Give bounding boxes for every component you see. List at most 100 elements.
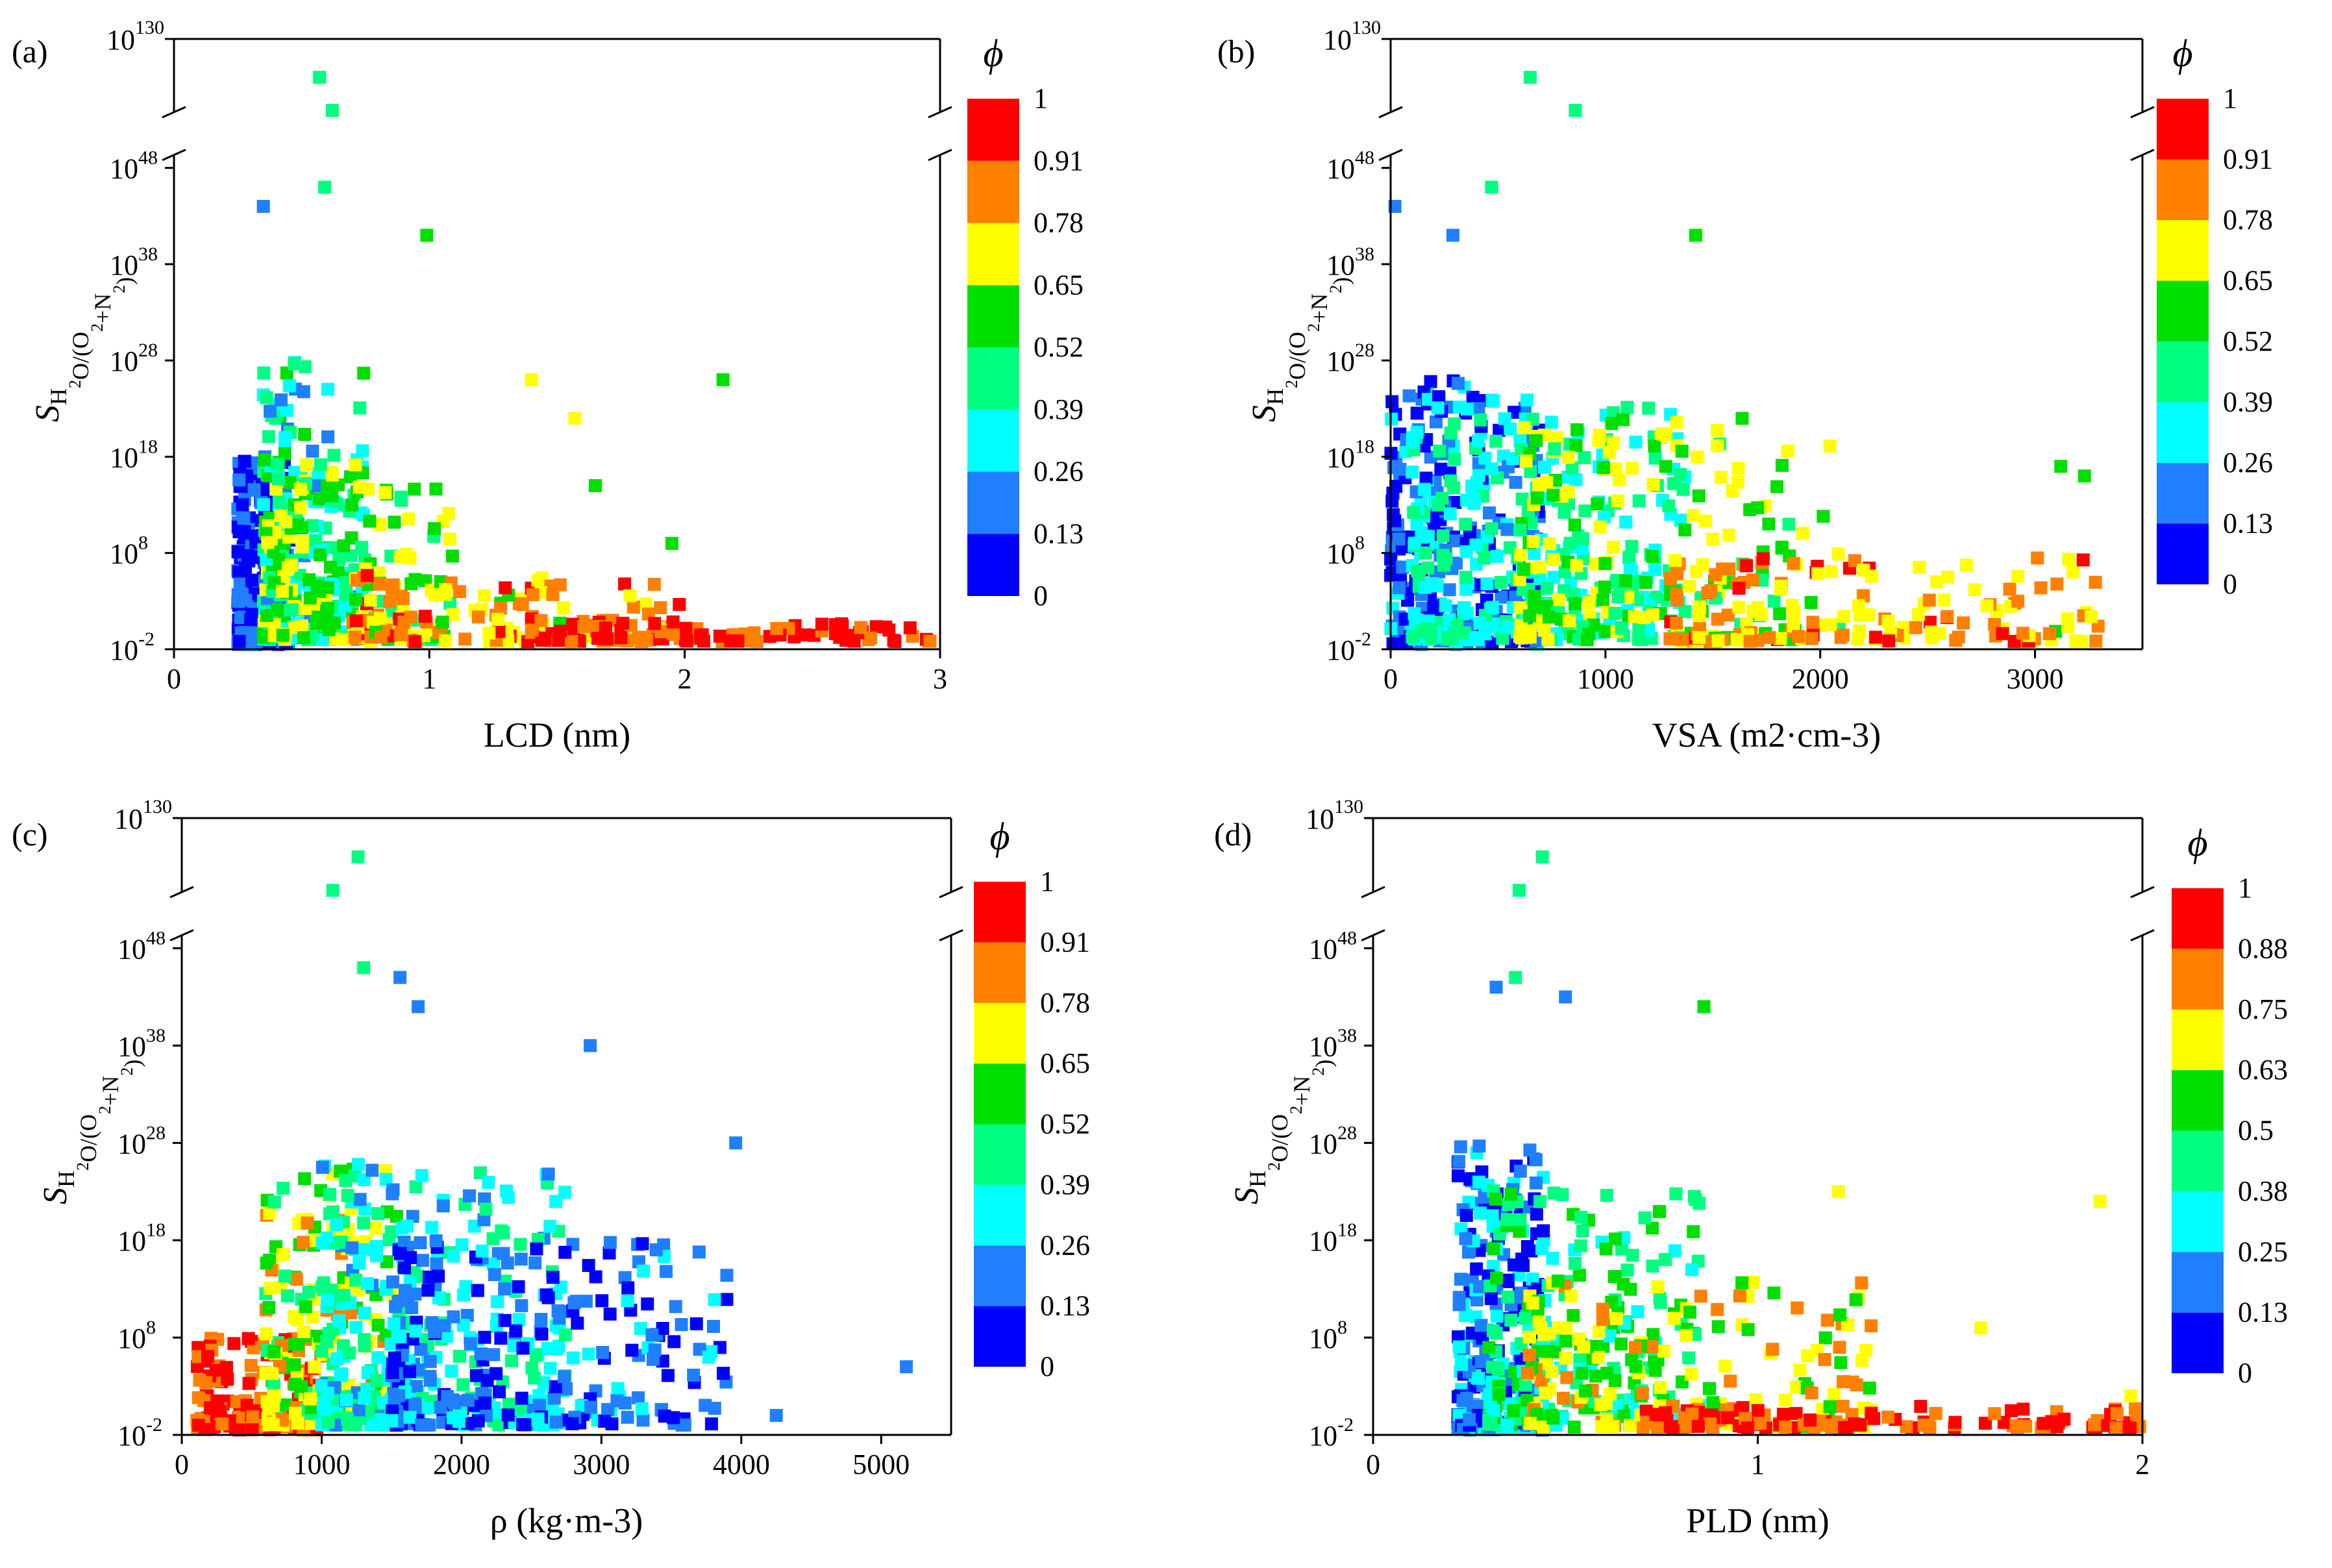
scatter-point (598, 1414, 612, 1428)
scatter-point (717, 1367, 730, 1380)
scatter-point (616, 616, 630, 630)
y-tick-label: 10 (1326, 249, 1355, 281)
y-label-part: H (53, 1171, 79, 1188)
scatter-point (298, 1172, 312, 1186)
scatter-point (1465, 479, 1479, 493)
scatter-point (1570, 559, 1583, 573)
scatter-point (456, 1378, 470, 1391)
scatter-point (1410, 406, 1424, 420)
scatter-point (339, 1174, 353, 1188)
scatter-point (1459, 1232, 1472, 1245)
scatter-point (1517, 1259, 1530, 1273)
scatter-point (1545, 1365, 1559, 1378)
scatter-point (1722, 529, 1736, 542)
scatter-point (1498, 412, 1511, 425)
scatter-point (1622, 551, 1636, 564)
y-label-part: +N (1289, 1076, 1315, 1106)
scatter-point (1551, 1275, 1565, 1288)
scatter-point (1492, 1388, 1506, 1401)
scatter-point (540, 1288, 553, 1302)
scatter-point (1674, 514, 1687, 527)
scatter-point (313, 71, 327, 84)
scatter-point (1735, 1276, 1749, 1289)
scatter-point (1693, 609, 1706, 623)
scatter-point (1580, 633, 1594, 647)
scatter-point (1933, 627, 1946, 640)
scatter-point (1560, 1371, 1574, 1384)
scatter-point (409, 1180, 423, 1194)
scatter-point (257, 630, 271, 644)
scatter-point (1472, 1139, 1486, 1153)
x-axis-label: VSA (m2·cm-3) (1652, 716, 1881, 754)
y-label-part: 2 (88, 323, 106, 332)
scatter-point (1424, 375, 1437, 388)
scatter-point (1487, 1242, 1500, 1256)
scatter-point (648, 1343, 662, 1357)
scatter-point (1448, 417, 1461, 430)
scatter-point (1474, 1355, 1488, 1369)
scatter-point (1542, 610, 1556, 624)
scatter-point (349, 458, 362, 472)
y-tick-label: 10 (1323, 24, 1352, 56)
x-axis-label: ρ (kg·m-3) (490, 1501, 643, 1540)
scatter-point (1923, 616, 1937, 629)
scatter-point (1689, 565, 1703, 579)
scatter-point (267, 1345, 281, 1359)
scatter-point (493, 1385, 506, 1399)
scatter-point (258, 453, 271, 467)
scatter-point (2078, 469, 2091, 483)
scatter-point (1687, 1225, 1700, 1238)
scatter-point (303, 591, 317, 605)
scatter-point (263, 1206, 277, 1220)
scatter-point (404, 1251, 417, 1264)
scatter-point (247, 483, 261, 497)
scatter-point (429, 1234, 443, 1248)
scatter-point (1396, 560, 1409, 574)
scatter-point (1443, 583, 1456, 597)
scatter-point (589, 1270, 602, 1284)
scatter-point (1628, 610, 1641, 623)
scatter-point (2069, 634, 2083, 648)
scatter-point (2011, 569, 2024, 583)
scatter-point (1635, 1386, 1649, 1400)
scatter-point (457, 1288, 471, 1302)
scatter-point (635, 1402, 649, 1415)
colorbar-tick-label: 1 (1040, 865, 1054, 897)
scatter-point (343, 470, 357, 484)
scatter-point (1500, 1418, 1514, 1432)
scatter-point (673, 597, 686, 611)
scatter-point (385, 582, 399, 595)
scatter-point (357, 1216, 371, 1230)
scatter-point (272, 472, 286, 486)
scatter-point (227, 1337, 241, 1350)
scatter-point (260, 1327, 273, 1341)
scatter-point (284, 558, 298, 572)
scatter-point (453, 1349, 467, 1363)
scatter-point (1517, 562, 1531, 576)
scatter-point (1632, 622, 1646, 636)
scatter-point (554, 625, 567, 638)
scatter-point (1787, 606, 1801, 620)
scatter-point (364, 593, 377, 607)
scatter-point (298, 360, 312, 373)
scatter-point (1726, 484, 1739, 497)
scatter-point (1855, 1354, 1869, 1367)
scatter-point (428, 588, 441, 602)
scatter-point (1459, 545, 1473, 558)
scatter-point (1732, 601, 1746, 614)
colorbar-tick-label: 0.78 (1040, 987, 1090, 1019)
scatter-point (304, 1417, 318, 1430)
scatter-point (1482, 1341, 1496, 1354)
scatter-point (626, 601, 640, 614)
scatter-point (373, 577, 386, 591)
scatter-point (299, 1300, 312, 1313)
scatter-point (623, 589, 637, 603)
scatter-point (1496, 632, 1509, 645)
scatter-point (240, 593, 254, 607)
scatter-point (403, 1410, 417, 1424)
scatter-point (1434, 462, 1448, 476)
colorbar-segment (2157, 523, 2209, 584)
scatter-point (1746, 1275, 1760, 1289)
scatter-point (1754, 1417, 1767, 1430)
